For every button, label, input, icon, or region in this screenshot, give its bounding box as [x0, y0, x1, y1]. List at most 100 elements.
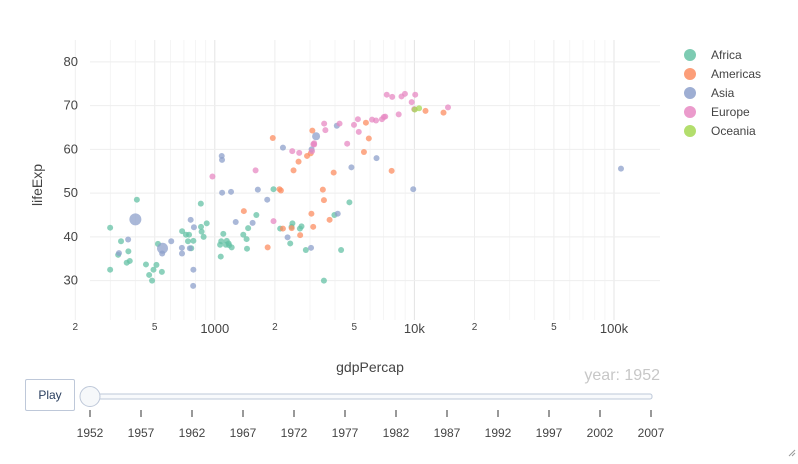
- data-point-africa[interactable]: [182, 231, 189, 238]
- data-point-africa[interactable]: [243, 236, 250, 243]
- data-point-americas[interactable]: [269, 135, 276, 141]
- data-point-africa[interactable]: [218, 238, 225, 245]
- data-point-africa[interactable]: [146, 271, 153, 278]
- data-point-americas[interactable]: [319, 186, 326, 193]
- legend-item-africa[interactable]: Africa: [684, 48, 742, 62]
- data-point-africa[interactable]: [338, 247, 345, 253]
- data-point-americas[interactable]: [388, 167, 395, 174]
- data-point-asia[interactable]: [334, 210, 341, 217]
- data-point-europe[interactable]: [209, 173, 216, 180]
- data-point-asia[interactable]: [115, 250, 122, 257]
- data-point-europe[interactable]: [354, 116, 361, 123]
- data-point-asia[interactable]: [190, 266, 197, 273]
- data-point-africa[interactable]: [107, 224, 114, 231]
- data-point-europe[interactable]: [344, 140, 351, 147]
- data-point-americas[interactable]: [320, 197, 327, 204]
- slider-step-label[interactable]: 1997: [536, 426, 563, 440]
- data-point-asia[interactable]: [312, 132, 321, 141]
- data-point-europe[interactable]: [311, 140, 318, 147]
- data-point-europe[interactable]: [444, 104, 451, 111]
- data-point-africa[interactable]: [149, 277, 156, 284]
- slider-step-label[interactable]: 1987: [434, 426, 461, 440]
- data-point-asia[interactable]: [187, 216, 194, 223]
- data-point-europe[interactable]: [383, 91, 390, 98]
- data-point-asia[interactable]: [232, 219, 239, 225]
- play-button[interactable]: Play: [25, 379, 75, 411]
- data-point-europe[interactable]: [395, 111, 402, 118]
- data-point-asia[interactable]: [157, 242, 169, 254]
- data-point-africa[interactable]: [302, 247, 309, 253]
- slider-step-label[interactable]: 2002: [587, 426, 614, 440]
- data-point-europe[interactable]: [389, 93, 396, 100]
- data-point-africa[interactable]: [298, 223, 305, 230]
- data-point-asia[interactable]: [186, 245, 193, 252]
- legend[interactable]: Africa Americas Asia Europe Oceania: [684, 48, 761, 138]
- data-point-africa[interactable]: [150, 266, 157, 273]
- data-point-africa[interactable]: [244, 245, 251, 252]
- data-point-asia[interactable]: [168, 238, 175, 245]
- data-point-africa[interactable]: [198, 223, 205, 230]
- data-point-africa[interactable]: [320, 277, 327, 284]
- data-point-asia[interactable]: [159, 250, 166, 257]
- data-points[interactable]: [107, 90, 624, 289]
- data-point-asia[interactable]: [178, 244, 185, 251]
- data-point-asia[interactable]: [249, 219, 256, 226]
- data-point-africa[interactable]: [107, 266, 114, 273]
- slider-step-label[interactable]: 1957: [128, 426, 155, 440]
- data-point-africa[interactable]: [228, 244, 235, 251]
- data-point-africa[interactable]: [158, 268, 165, 275]
- data-point-americas[interactable]: [330, 169, 337, 176]
- data-point-africa[interactable]: [184, 238, 191, 245]
- data-point-africa[interactable]: [223, 237, 230, 244]
- data-point-asia[interactable]: [279, 144, 286, 151]
- data-point-asia[interactable]: [125, 236, 132, 243]
- data-point-asia[interactable]: [410, 186, 417, 193]
- data-point-africa[interactable]: [287, 240, 294, 247]
- data-point-americas[interactable]: [326, 216, 333, 223]
- data-point-asia[interactable]: [228, 188, 235, 195]
- data-point-asia[interactable]: [264, 196, 271, 203]
- legend-item-europe[interactable]: Europe: [684, 105, 750, 119]
- data-point-americas[interactable]: [295, 158, 302, 165]
- slider-step-label[interactable]: 1982: [383, 426, 410, 440]
- slider-handle[interactable]: [79, 386, 101, 407]
- data-point-africa[interactable]: [123, 259, 130, 266]
- data-point-africa[interactable]: [118, 238, 125, 245]
- legend-item-asia[interactable]: Asia: [684, 86, 735, 100]
- slider-step-label[interactable]: 1972: [281, 426, 308, 440]
- slider-step-label[interactable]: 1962: [179, 426, 206, 440]
- data-point-africa[interactable]: [125, 248, 132, 255]
- data-point-americas[interactable]: [279, 225, 286, 232]
- data-point-americas[interactable]: [440, 109, 447, 116]
- data-point-asia[interactable]: [179, 250, 186, 257]
- data-point-americas[interactable]: [360, 149, 367, 155]
- data-point-europe[interactable]: [252, 167, 259, 174]
- data-point-asia[interactable]: [348, 164, 355, 171]
- slider-step-label[interactable]: 1992: [485, 426, 512, 440]
- data-point-africa[interactable]: [270, 186, 277, 193]
- data-point-americas[interactable]: [288, 225, 295, 232]
- data-point-asia[interactable]: [308, 244, 315, 251]
- data-point-asia[interactable]: [190, 282, 197, 289]
- series-africa[interactable]: [107, 186, 353, 284]
- data-point-europe[interactable]: [322, 127, 329, 134]
- data-point-americas[interactable]: [240, 208, 247, 215]
- data-point-europe[interactable]: [270, 218, 277, 225]
- data-point-americas[interactable]: [297, 232, 304, 239]
- data-point-americas[interactable]: [290, 167, 297, 174]
- data-point-asia[interactable]: [284, 234, 291, 241]
- data-point-africa[interactable]: [153, 261, 160, 268]
- data-point-americas[interactable]: [308, 210, 315, 217]
- data-point-africa[interactable]: [179, 228, 186, 235]
- data-point-americas[interactable]: [264, 244, 271, 251]
- data-point-europe[interactable]: [382, 113, 389, 120]
- slider-step-label[interactable]: 1977: [332, 426, 359, 440]
- series-oceania[interactable]: [411, 105, 423, 113]
- data-point-africa[interactable]: [203, 220, 210, 227]
- slider-step-label[interactable]: 1967: [230, 426, 257, 440]
- resize-grip-icon[interactable]: [786, 447, 796, 457]
- data-point-europe[interactable]: [373, 117, 380, 124]
- data-point-africa[interactable]: [198, 228, 205, 235]
- data-point-americas[interactable]: [277, 187, 284, 194]
- data-point-europe[interactable]: [336, 120, 343, 127]
